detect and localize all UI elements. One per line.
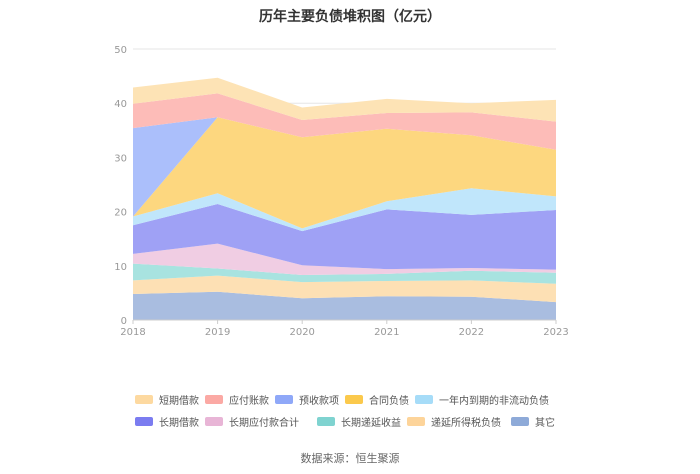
x-tick-label: 2020 (289, 327, 314, 338)
legend-row: 长期借款 长期应付款合计 长期递延收益 递延所得税负债 其它 (135, 410, 605, 432)
legend-swatch (135, 416, 153, 426)
y-tick-label: 50 (114, 45, 127, 56)
x-tick-label: 2018 (120, 327, 145, 338)
legend-swatch (135, 394, 153, 404)
area-长期应付款合计 (133, 243, 556, 275)
legend-item[interactable]: 合同负债 (345, 392, 415, 407)
legend-item[interactable]: 长期递延收益 (317, 414, 407, 429)
legend-label: 合同负债 (369, 395, 409, 407)
area-合同负债 (133, 117, 556, 229)
legend-item[interactable]: 应付账款 (205, 392, 275, 407)
legend-swatch (317, 416, 335, 426)
x-tick-label: 2021 (374, 327, 399, 338)
legend-item[interactable]: 一年内到期的非流动负债 (415, 392, 565, 407)
legend-label: 短期借款 (159, 395, 199, 407)
data-source: 数据来源：恒生聚源 (300, 452, 400, 465)
legend-swatch (407, 416, 425, 426)
chart-legend: 短期借款 应付账款 预收款项 合同负债 一年内到期的非流动负债 长期借款 长期应付款合计长… (135, 388, 605, 432)
x-tick-label: 2023 (543, 327, 568, 338)
area-应付账款 (133, 93, 556, 150)
legend-swatch (345, 394, 363, 404)
legend-item[interactable]: 预收款项 (275, 392, 345, 407)
legend-label: 长期递延收益 (341, 417, 401, 429)
legend-item[interactable]: 长期借款 (135, 414, 205, 429)
legend-swatch (511, 416, 529, 426)
area-一年内到期的非流动负债 (133, 188, 556, 232)
y-tick-label: 20 (114, 208, 127, 219)
y-tick-label: 30 (114, 153, 127, 164)
legend-item[interactable]: 长期应付款合计 (205, 414, 317, 429)
y-tick-label: 0 (121, 316, 127, 327)
legend-item[interactable]: 其它 (511, 414, 571, 429)
y-tick-label: 10 (114, 262, 127, 273)
legend-swatch (205, 416, 223, 426)
area-长期借款 (133, 204, 556, 270)
legend-swatch (205, 394, 223, 404)
legend-label: 其它 (535, 417, 555, 429)
legend-label: 预收款项 (299, 395, 339, 407)
y-tick-label: 40 (114, 99, 127, 110)
area-递延所得税负债 (133, 275, 556, 303)
area-短期借款 (133, 77, 556, 122)
legend-label: 应付账款 (229, 395, 269, 407)
x-tick-label: 2019 (205, 327, 230, 338)
x-tick-label: 2022 (459, 327, 484, 338)
legend-label: 长期应付款合计 (229, 417, 299, 429)
legend-item[interactable]: 短期借款 (135, 392, 205, 407)
area-长期递延收益 (133, 263, 556, 284)
legend-swatch (415, 394, 433, 404)
legend-label: 递延所得税负债 (431, 417, 501, 429)
chart-title: 历年主要负债堆积图（亿元） (259, 9, 441, 25)
legend-row: 短期借款 应付账款 预收款项 合同负债 一年内到期的非流动负债 (135, 388, 605, 410)
legend-label: 一年内到期的非流动负债 (439, 395, 549, 407)
area-预收款项 (133, 117, 556, 217)
area-其它 (133, 291, 556, 320)
legend-label: 长期借款 (159, 417, 199, 429)
legend-item[interactable]: 递延所得税负债 (407, 414, 511, 429)
legend-swatch (275, 394, 293, 404)
